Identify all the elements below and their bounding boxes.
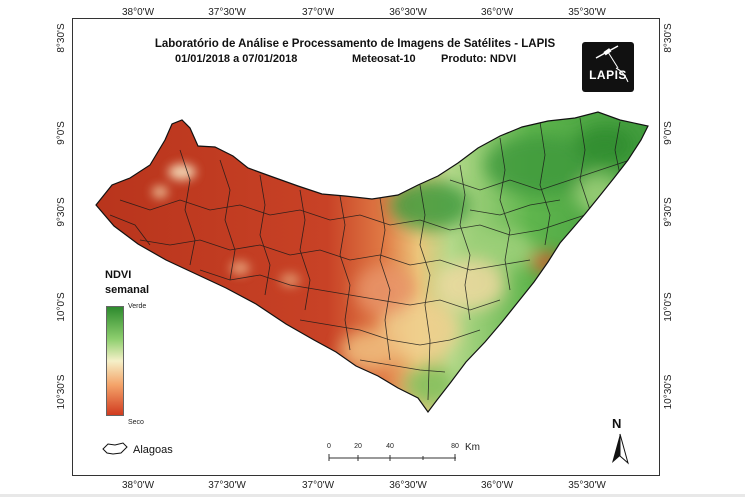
scale-tick-40: 40 — [386, 443, 394, 450]
lon-tick-bottom-2: 37°30'W — [208, 480, 246, 491]
ndvi-color-ramp — [106, 306, 124, 416]
map-product: Produto: NDVI — [441, 53, 517, 65]
scale-unit: Km — [465, 442, 480, 453]
legend-title-line2: semanal — [105, 284, 150, 296]
legend-title-line1: NDVI — [105, 269, 132, 281]
scale-tick-0: 0 — [327, 443, 331, 450]
map-title: Laboratório de Análise e Processamento d… — [154, 38, 556, 50]
north-label: N — [612, 416, 622, 431]
map-satellite: Meteosat-10 — [352, 53, 416, 65]
lon-tick-top-5: 36°0'W — [480, 7, 514, 18]
scale-bar — [328, 454, 456, 461]
lapis-logo: LAPIS — [582, 42, 634, 92]
satellite-icon — [595, 45, 629, 83]
boundary-outline-icon — [102, 442, 128, 455]
lon-tick-bottom-3: 37°0'W — [301, 480, 335, 491]
lon-tick-top-6: 35°30'W — [568, 7, 606, 18]
lon-tick-top-4: 36°30'W — [389, 7, 427, 18]
map-period: 01/01/2018 a 07/01/2018 — [175, 53, 298, 65]
bottom-rule — [0, 494, 745, 497]
legend-top-label: Verde — [128, 303, 147, 310]
legend-title: NDVI semanal — [105, 268, 149, 298]
lon-tick-top-1: 38°0'W — [121, 7, 155, 18]
lon-tick-bottom-5: 36°0'W — [480, 480, 514, 491]
lon-tick-bottom-4: 36°30'W — [389, 480, 427, 491]
logo-text: LAPIS — [589, 68, 627, 82]
lon-tick-bottom-1: 38°0'W — [121, 480, 155, 491]
lon-tick-bottom-6: 35°30'W — [568, 480, 606, 491]
north-arrow-icon — [612, 433, 629, 465]
lon-tick-top-2: 37°30'W — [208, 7, 246, 18]
lon-tick-top-3: 37°0'W — [301, 7, 335, 18]
legend-bottom-label: Seco — [128, 419, 144, 426]
boundary-legend-label: Alagoas — [133, 444, 173, 456]
scale-tick-20: 20 — [354, 443, 362, 450]
scale-tick-80: 80 — [451, 443, 459, 450]
